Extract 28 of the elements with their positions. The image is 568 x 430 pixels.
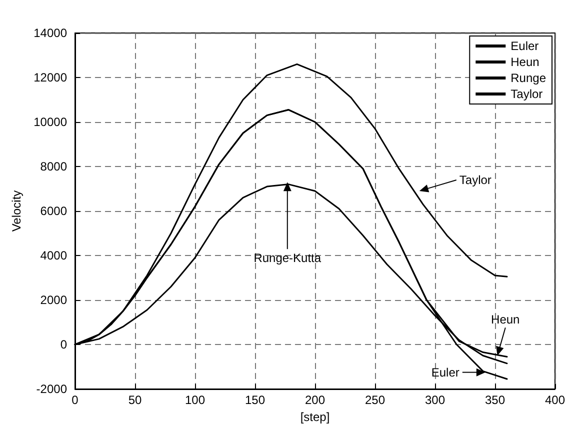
- x-tick-label: 300: [424, 393, 446, 407]
- x-tick-label: 150: [244, 393, 266, 407]
- x-tick-label: 0: [72, 393, 79, 407]
- annotation: Heun: [491, 312, 520, 327]
- annotation: Euler: [431, 365, 460, 380]
- annotation: Taylor: [459, 172, 492, 187]
- y-tick-label: 0: [60, 338, 68, 352]
- annotation: Runge-Kutta: [254, 251, 322, 266]
- x-tick-label: 350: [484, 393, 506, 407]
- y-tick-label: 14000: [34, 26, 68, 40]
- x-tick-label: 100: [184, 393, 206, 407]
- y-tick-label: 6000: [40, 204, 68, 218]
- y-tick-label: -2000: [36, 382, 68, 396]
- x-axis-title: [step]: [300, 410, 330, 424]
- legend-label: Taylor: [510, 87, 543, 101]
- legend-label: Heun: [510, 55, 540, 69]
- y-tick-label: 2000: [40, 293, 68, 307]
- y-tick-label: 12000: [34, 70, 68, 84]
- legend-label: Euler: [510, 39, 539, 53]
- x-tick-label: 50: [128, 393, 142, 407]
- x-tick-label: 250: [364, 393, 386, 407]
- y-tick-label: 10000: [34, 115, 68, 129]
- y-tick-label: 8000: [40, 160, 68, 174]
- y-tick-label: 4000: [40, 248, 68, 262]
- legend-label: Runge: [510, 71, 546, 85]
- y-axis-title: Velocity: [10, 190, 24, 232]
- x-tick-label: 400: [544, 393, 566, 407]
- x-tick-label: 200: [304, 393, 326, 407]
